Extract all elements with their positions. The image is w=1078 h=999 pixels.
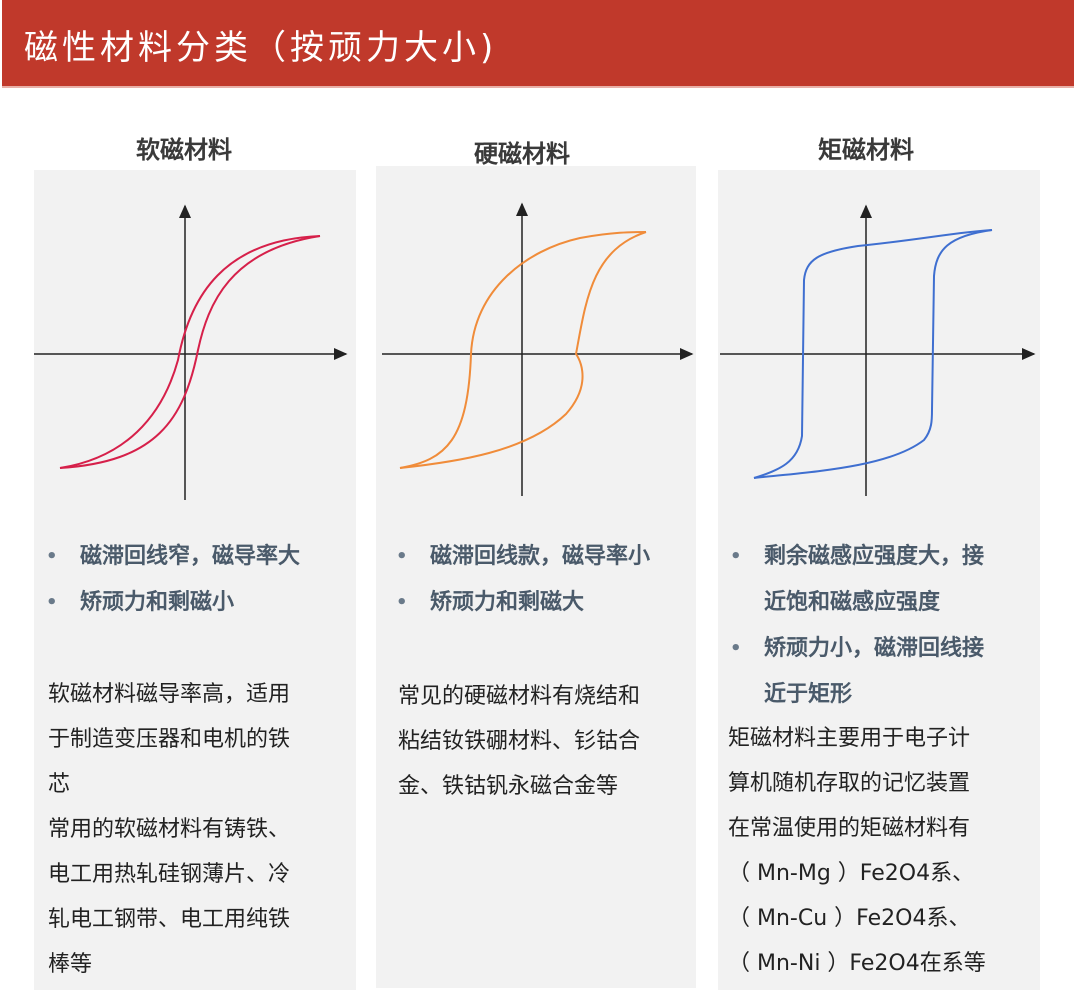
panel-soft: • 磁滞回线窄，磁导率大 • 矫顽力和剩磁小 软磁材料磁导率高，适用 于制造变压器和… xyxy=(34,170,356,990)
bullet-item: • 磁滞回线款，磁导率小 xyxy=(396,544,651,569)
column-title-rect: 矩磁材料 xyxy=(818,136,914,164)
panel-rect: • 剩余磁感应强度大，接 近饱和磁感应强度 • 矫顽力小，磁滞回线接 近于矩形 矩磁材料… xyxy=(718,170,1040,990)
bullet-item: • 矫顽力小，磁滞回线接 近于矩形 xyxy=(730,636,985,707)
hysteresis-curve-lower xyxy=(59,235,321,469)
hysteresis-curve-lower xyxy=(753,229,993,479)
bullet-item: • 矫顽力和剩磁小 xyxy=(46,590,235,615)
description-hard: 常见的硬磁材料有烧结和 粘结钕铁硼材料、钐钴合 金、铁钴钒永磁合金等 xyxy=(398,684,641,799)
hysteresis-curve-upper xyxy=(753,229,993,479)
page-title: 磁性材料分类（按顽力大小) xyxy=(24,28,498,68)
panel-hard: • 磁滞回线款，磁导率小 • 矫顽力和剩磁大 常见的硬磁材料有烧结和 粘结钕铁硼材料… xyxy=(376,166,696,988)
bullet-item: • 磁滞回线窄，磁导率大 xyxy=(46,544,301,569)
bullet-list-hard: • 磁滞回线款，磁导率小 • 矫顽力和剩磁大 xyxy=(384,534,696,626)
bullet-list-soft: • 磁滞回线窄，磁导率大 • 矫顽力和剩磁小 xyxy=(34,534,356,626)
description-soft: 软磁材料磁导率高，适用 于制造变压器和电机的铁 芯 常用的软磁材料有铸铁、 电工… xyxy=(48,682,291,977)
bullet-item: • 剩余磁感应强度大，接 近饱和磁感应强度 xyxy=(730,544,985,615)
hysteresis-curve-lower xyxy=(399,231,647,469)
hysteresis-curve-upper xyxy=(399,231,647,469)
hysteresis-plot-hard xyxy=(382,202,694,496)
hysteresis-plot-soft xyxy=(34,204,348,500)
description-rect: 矩磁材料主要用于电子计 算机随机存取的记忆装置 在常温使用的矩磁材料有 （ Mn… xyxy=(728,726,986,976)
column-title-hard: 硬磁材料 xyxy=(474,140,570,168)
bullet-list-rect: • 剩余磁感应强度大，接 近饱和磁感应强度 • 矫顽力小，磁滞回线接 近于矩形 xyxy=(718,534,1040,718)
bullet-item: • 矫顽力和剩磁大 xyxy=(396,590,585,615)
header-banner: 磁性材料分类（按顽力大小) xyxy=(2,0,1074,88)
hysteresis-plot-rect xyxy=(720,204,1036,496)
hysteresis-curve-upper xyxy=(59,235,321,469)
column-title-soft: 软磁材料 xyxy=(136,136,232,164)
